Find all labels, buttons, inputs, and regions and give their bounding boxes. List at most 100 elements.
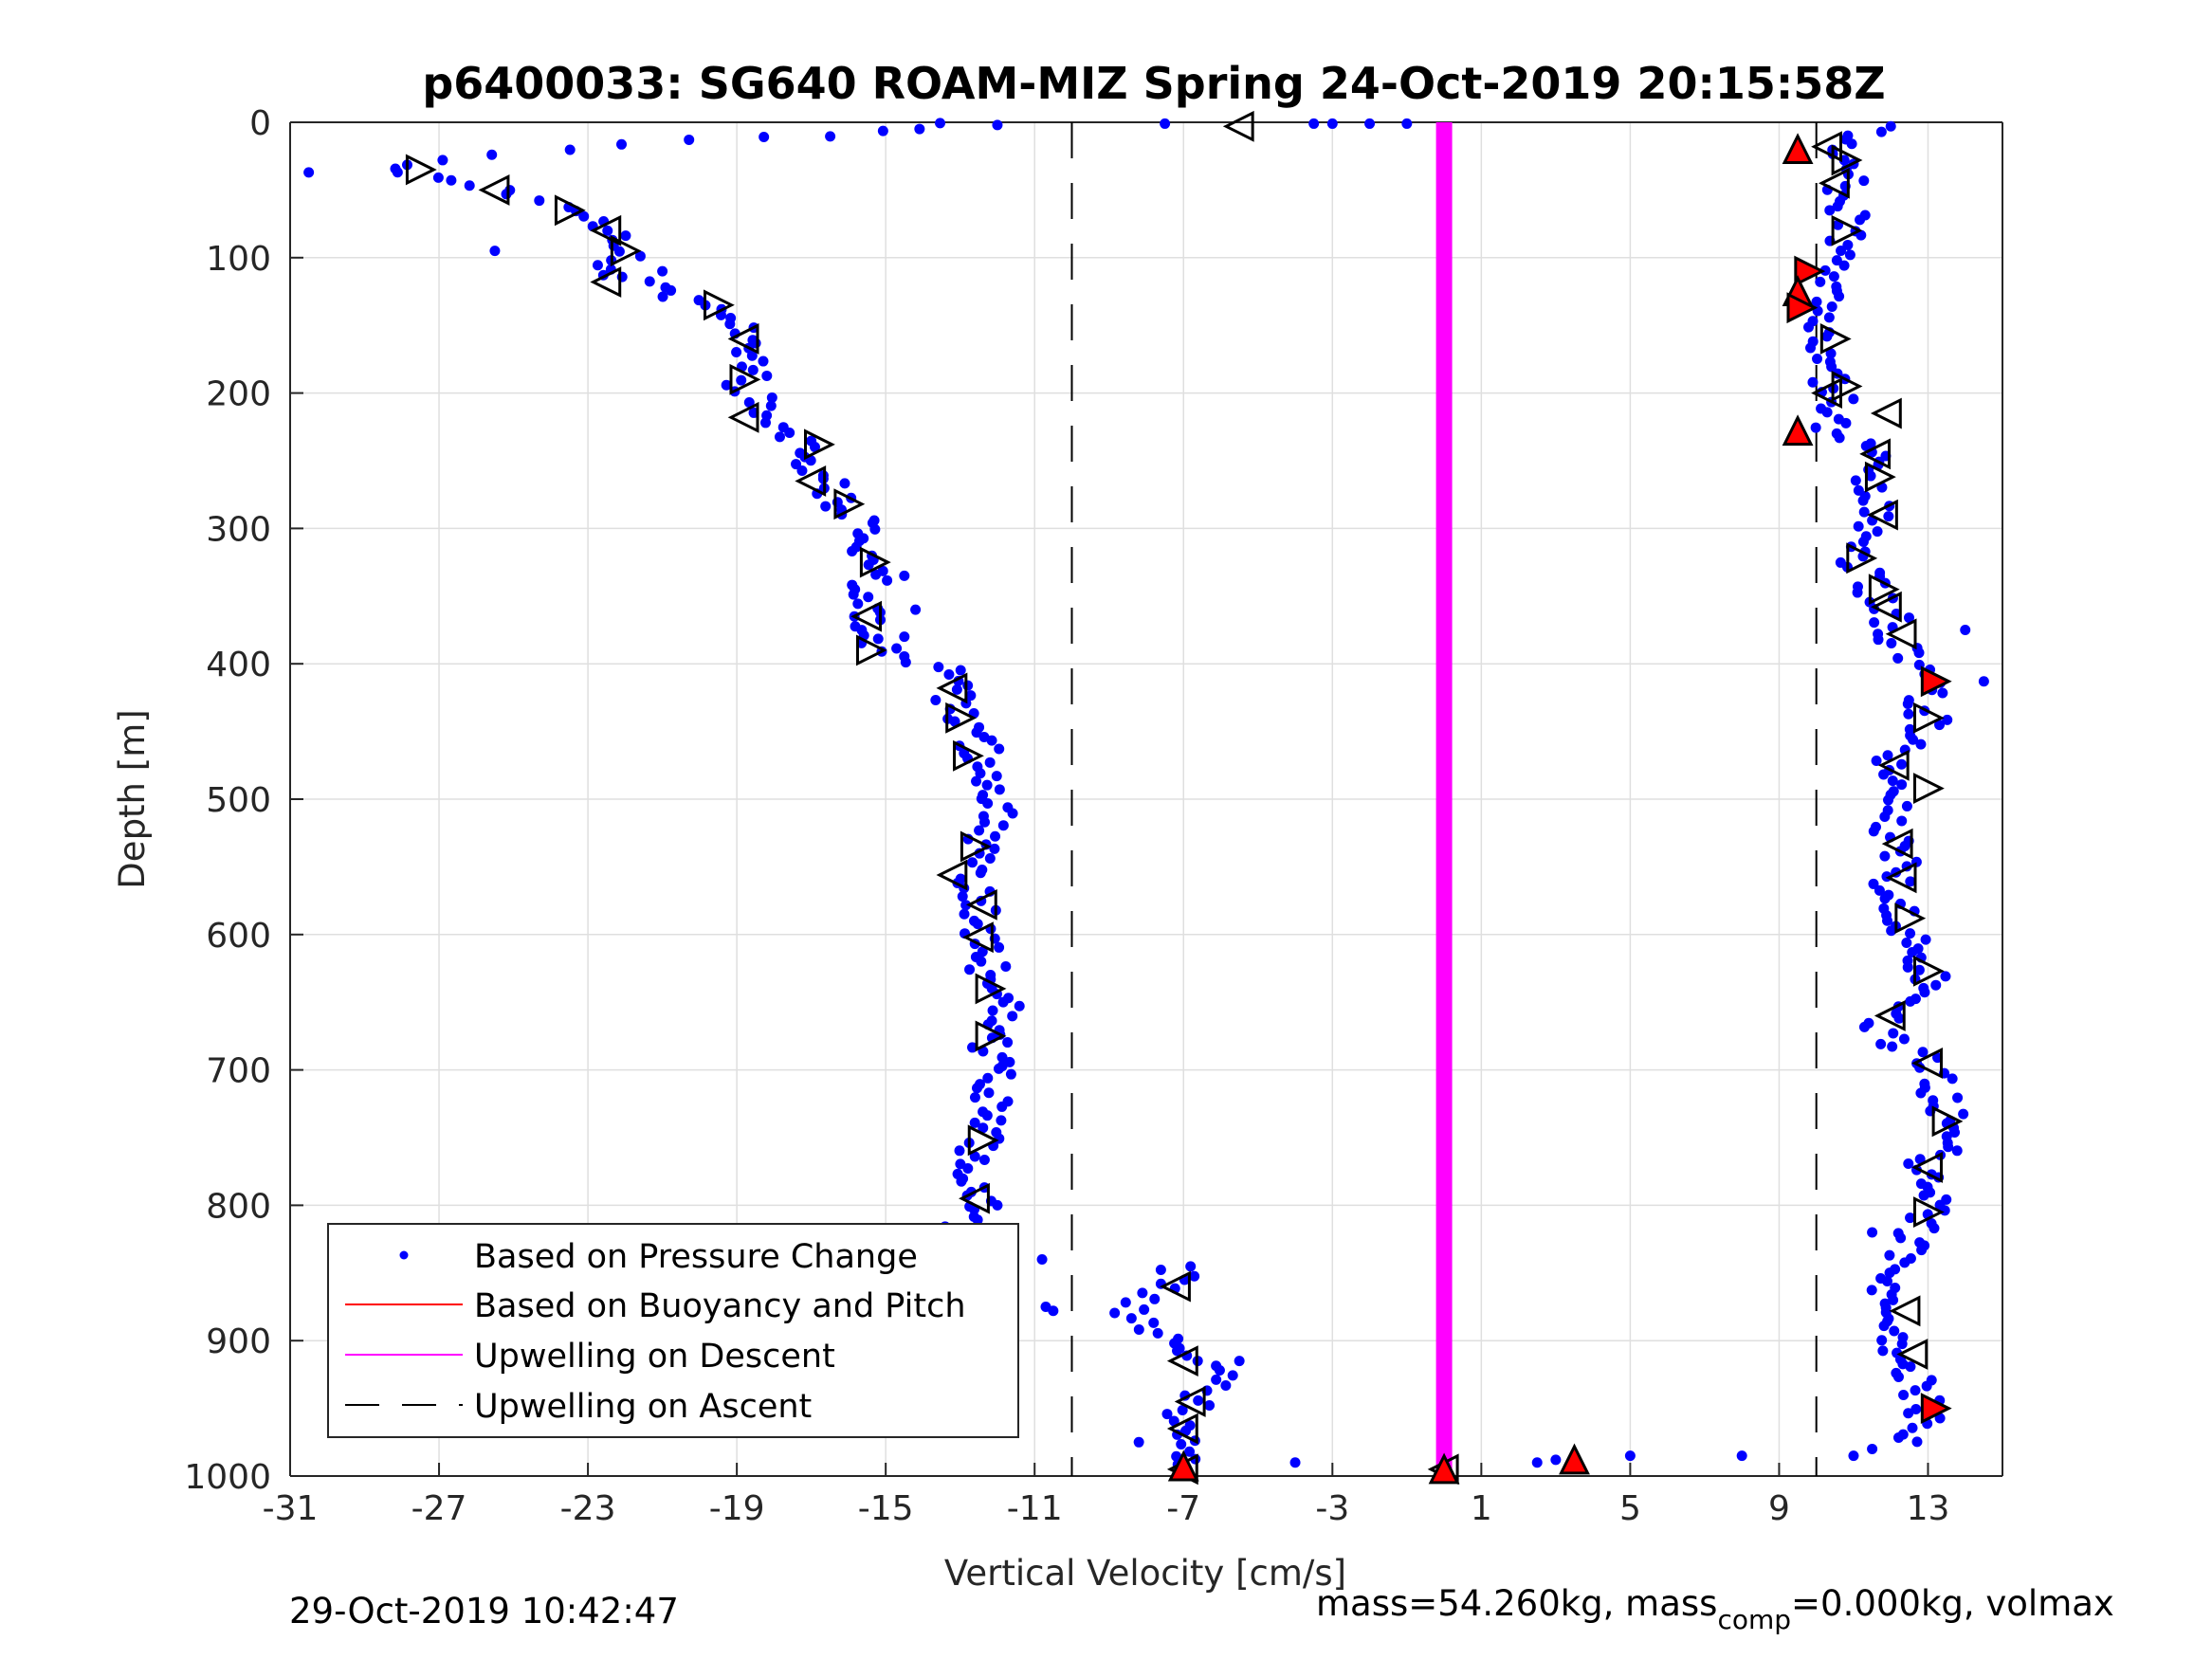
pressure-change-point bbox=[724, 319, 736, 330]
open-triangle-marker bbox=[1911, 1048, 1943, 1079]
pressure-change-point bbox=[1870, 821, 1881, 832]
open-triangle-marker bbox=[855, 634, 887, 666]
pressure-change-point bbox=[967, 857, 978, 868]
chart-title: p6400033: SG640 ROAM-MIZ Spring 24-Oct-2… bbox=[422, 58, 1885, 109]
pressure-change-point bbox=[1828, 271, 1839, 283]
legend-label-pressure: Based on Pressure Change bbox=[474, 1238, 918, 1276]
pressure-change-point bbox=[962, 680, 974, 691]
pressure-change-point bbox=[1844, 249, 1856, 261]
pressure-change-point bbox=[1865, 438, 1876, 449]
pressure-change-point bbox=[978, 1122, 989, 1134]
pressure-change-point bbox=[1867, 1443, 1878, 1454]
x-tick-label: -7 bbox=[1166, 1489, 1200, 1528]
pressure-change-point bbox=[578, 210, 590, 222]
pressure-change-point bbox=[996, 1101, 1008, 1112]
pressure-change-point bbox=[891, 643, 903, 654]
pressure-change-point bbox=[1048, 1305, 1059, 1317]
pressure-change-point bbox=[1951, 1145, 1963, 1157]
pressure-change-point bbox=[1887, 775, 1898, 787]
pressure-change-point bbox=[869, 523, 881, 535]
open-triangle-marker bbox=[859, 546, 891, 578]
pressure-change-point bbox=[1910, 1385, 1921, 1396]
pressure-change-point bbox=[1878, 902, 1890, 914]
pressure-change-point bbox=[1831, 281, 1842, 292]
pressure-change-point bbox=[1873, 629, 1884, 640]
open-triangle-marker bbox=[1889, 1295, 1921, 1327]
pressure-change-point bbox=[1877, 1345, 1889, 1357]
red-triangle-marker bbox=[1167, 1449, 1199, 1482]
pressure-change-point bbox=[1920, 934, 1931, 945]
pressure-change-point bbox=[1879, 850, 1891, 862]
pressure-change-point bbox=[1812, 354, 1823, 365]
pressure-change-point bbox=[1185, 1261, 1197, 1272]
pressure-change-point bbox=[1888, 1028, 1899, 1039]
pressure-change-point bbox=[684, 134, 695, 145]
x-tick-label: 13 bbox=[1907, 1489, 1950, 1528]
pressure-change-point bbox=[1172, 1345, 1183, 1357]
pressure-change-point bbox=[954, 1145, 965, 1157]
pressure-change-point bbox=[839, 478, 850, 489]
pressure-change-point bbox=[1810, 422, 1821, 433]
pressure-change-point bbox=[1176, 1439, 1187, 1450]
pressure-change-point bbox=[994, 941, 1005, 953]
open-triangle-marker bbox=[804, 428, 835, 461]
x-tick-label: 1 bbox=[1471, 1489, 1492, 1528]
pressure-change-point bbox=[1853, 484, 1864, 496]
pressure-change-point bbox=[1007, 1011, 1018, 1022]
pressure-change-point bbox=[1234, 1356, 1245, 1367]
pressure-change-point bbox=[1824, 356, 1836, 368]
open-triangle-marker bbox=[590, 266, 622, 298]
pressure-change-point bbox=[1133, 1436, 1144, 1448]
x-tick-label: -27 bbox=[411, 1489, 467, 1528]
pressure-change-point bbox=[1902, 955, 1913, 966]
pressure-change-point bbox=[956, 1176, 967, 1187]
pressure-change-point bbox=[1886, 637, 1897, 648]
pressure-change-point bbox=[1831, 255, 1842, 266]
pressure-change-point bbox=[1940, 971, 1951, 982]
pressure-change-point bbox=[964, 964, 976, 975]
pressure-change-point bbox=[731, 347, 742, 358]
pressure-change-point bbox=[992, 1199, 1003, 1211]
open-triangle-marker bbox=[1881, 828, 1913, 860]
pressure-change-point bbox=[825, 131, 836, 142]
pressure-change-point bbox=[1960, 625, 1971, 635]
pressure-change-point bbox=[1848, 1450, 1859, 1462]
pressure-change-point bbox=[981, 779, 993, 791]
pressure-change-point bbox=[991, 771, 1002, 782]
open-triangle-marker bbox=[1867, 499, 1898, 531]
pressure-change-point bbox=[1876, 1335, 1888, 1346]
pressure-change-point bbox=[1914, 1237, 1926, 1249]
pressure-change-point bbox=[1807, 316, 1819, 327]
open-triangle-marker bbox=[1885, 862, 1917, 894]
legend-box bbox=[327, 1223, 1019, 1438]
footer-mass-info: mass=54.260kg, masscomp=0.000kg, volmax bbox=[1316, 1583, 2114, 1635]
pressure-change-point bbox=[959, 908, 970, 920]
pressure-change-point bbox=[1882, 805, 1893, 816]
pressure-change-point bbox=[759, 417, 771, 428]
open-triangle-marker bbox=[610, 235, 642, 267]
pressure-change-point bbox=[1930, 979, 1942, 991]
open-triangle-marker bbox=[1819, 323, 1852, 355]
pressure-change-point bbox=[997, 820, 1009, 831]
open-triangle-marker bbox=[727, 401, 759, 433]
pressure-change-point bbox=[564, 144, 576, 155]
pressure-change-point bbox=[766, 392, 777, 403]
pressure-change-point bbox=[765, 400, 777, 411]
pressure-change-point bbox=[1550, 1454, 1562, 1466]
y-tick-label: 600 bbox=[206, 917, 271, 956]
pressure-change-point bbox=[972, 919, 983, 930]
pressure-change-point bbox=[974, 825, 985, 836]
pressure-change-point bbox=[644, 276, 655, 287]
pressure-change-point bbox=[1934, 720, 1946, 731]
x-tick-label: -19 bbox=[709, 1489, 765, 1528]
pressure-change-point bbox=[1120, 1297, 1131, 1308]
pressure-change-point bbox=[1014, 1000, 1025, 1012]
pressure-change-point bbox=[1866, 1285, 1877, 1296]
open-triangle-marker bbox=[975, 973, 1007, 1005]
red-triangle-marker bbox=[1920, 1393, 1952, 1425]
pressure-change-point bbox=[1903, 1408, 1914, 1419]
pressure-change-point bbox=[930, 694, 941, 705]
pressure-change-point bbox=[969, 1117, 980, 1128]
pressure-change-point bbox=[1942, 714, 1953, 725]
pressure-change-point bbox=[1168, 1415, 1179, 1427]
